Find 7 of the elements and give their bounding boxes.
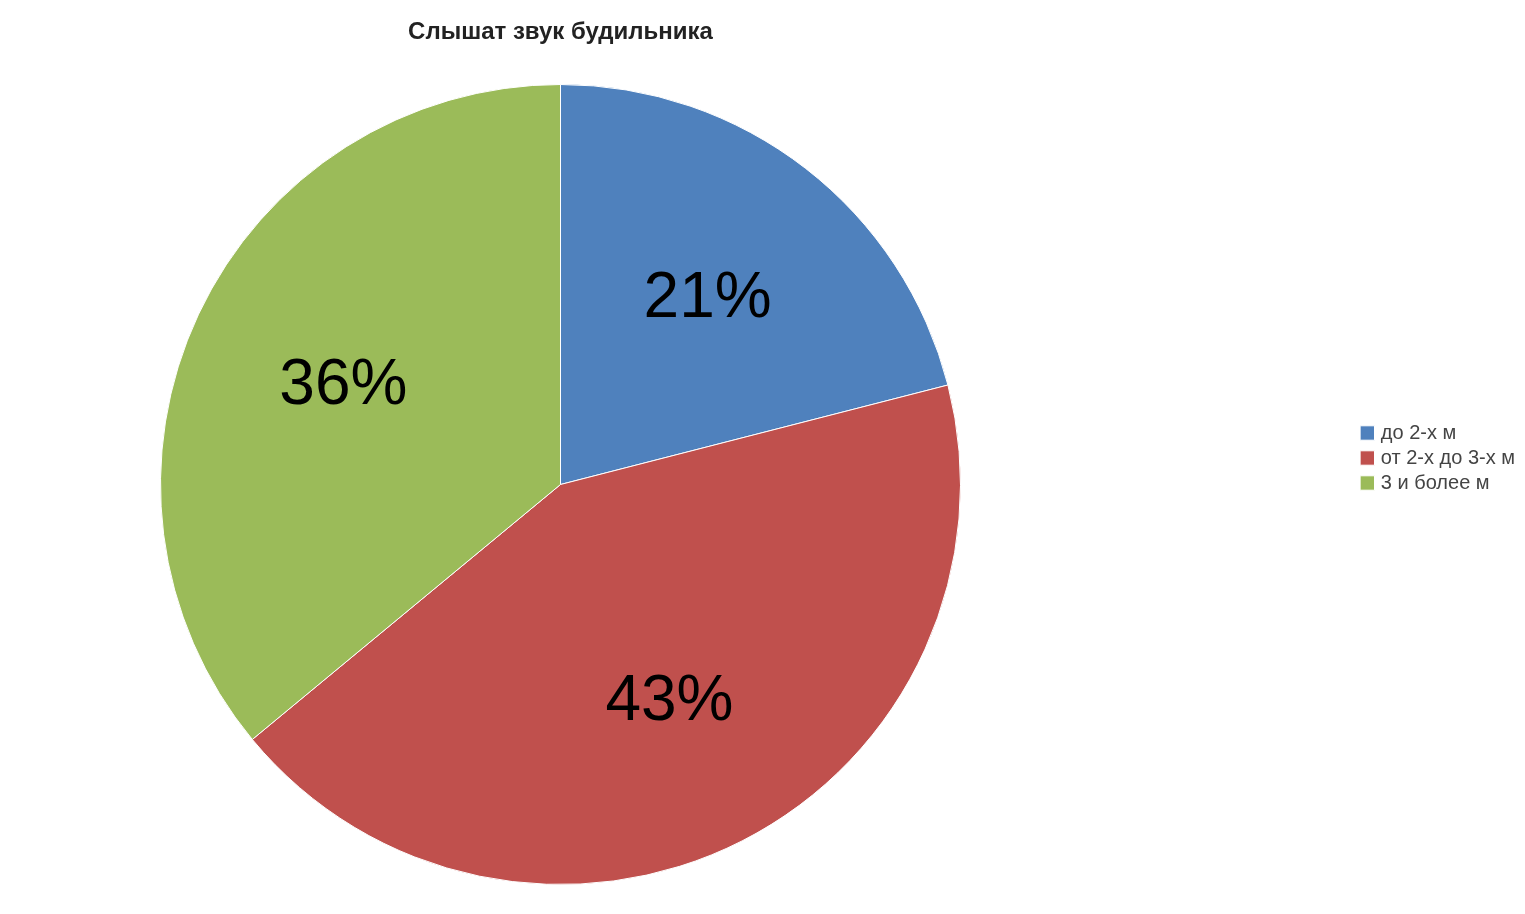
data-label: 21% [643,258,772,331]
legend-label: до 2-х м [1380,420,1457,444]
data-label: 36% [279,346,408,419]
legend-label: 3 и более м [1380,470,1490,494]
chart-title: Слышат звук будильника [408,17,714,44]
data-label: 43% [605,662,734,735]
legend-label: от 2-х до 3-х м [1380,445,1515,469]
